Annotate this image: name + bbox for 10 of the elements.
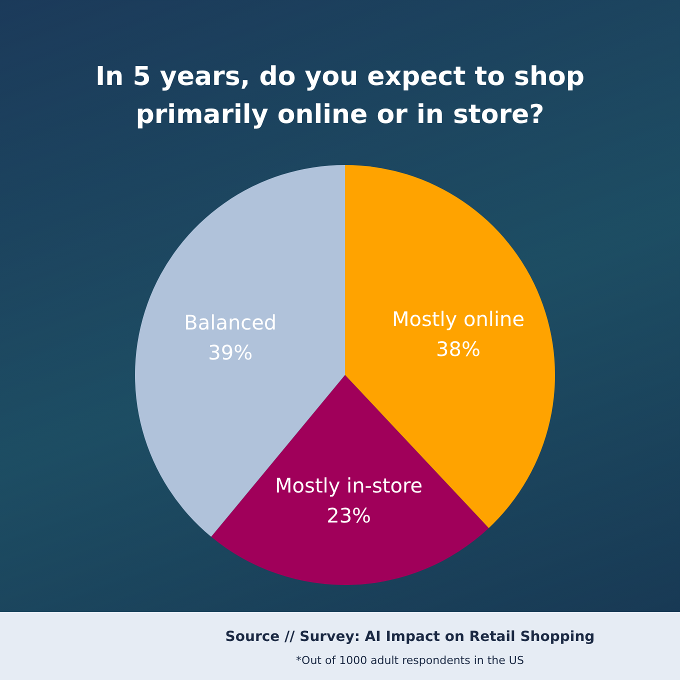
slice-label: Mostly in-store <box>275 474 423 498</box>
source-note: Source // Survey: AI Impact on Retail Shopping <box>224 629 596 645</box>
text: *Out of 1000 adult respondents in the US <box>295 654 525 667</box>
slice-label: Balanced <box>184 310 277 335</box>
pie-slice <box>211 375 489 585</box>
data-label: 23% <box>326 504 372 528</box>
chart-title: In 5 years, do you expect to shop primarily online or in store? <box>94 61 586 132</box>
slice-label: Mostly online <box>392 307 525 332</box>
data-label: 38% <box>436 337 480 362</box>
data-label: 39% <box>208 340 253 365</box>
